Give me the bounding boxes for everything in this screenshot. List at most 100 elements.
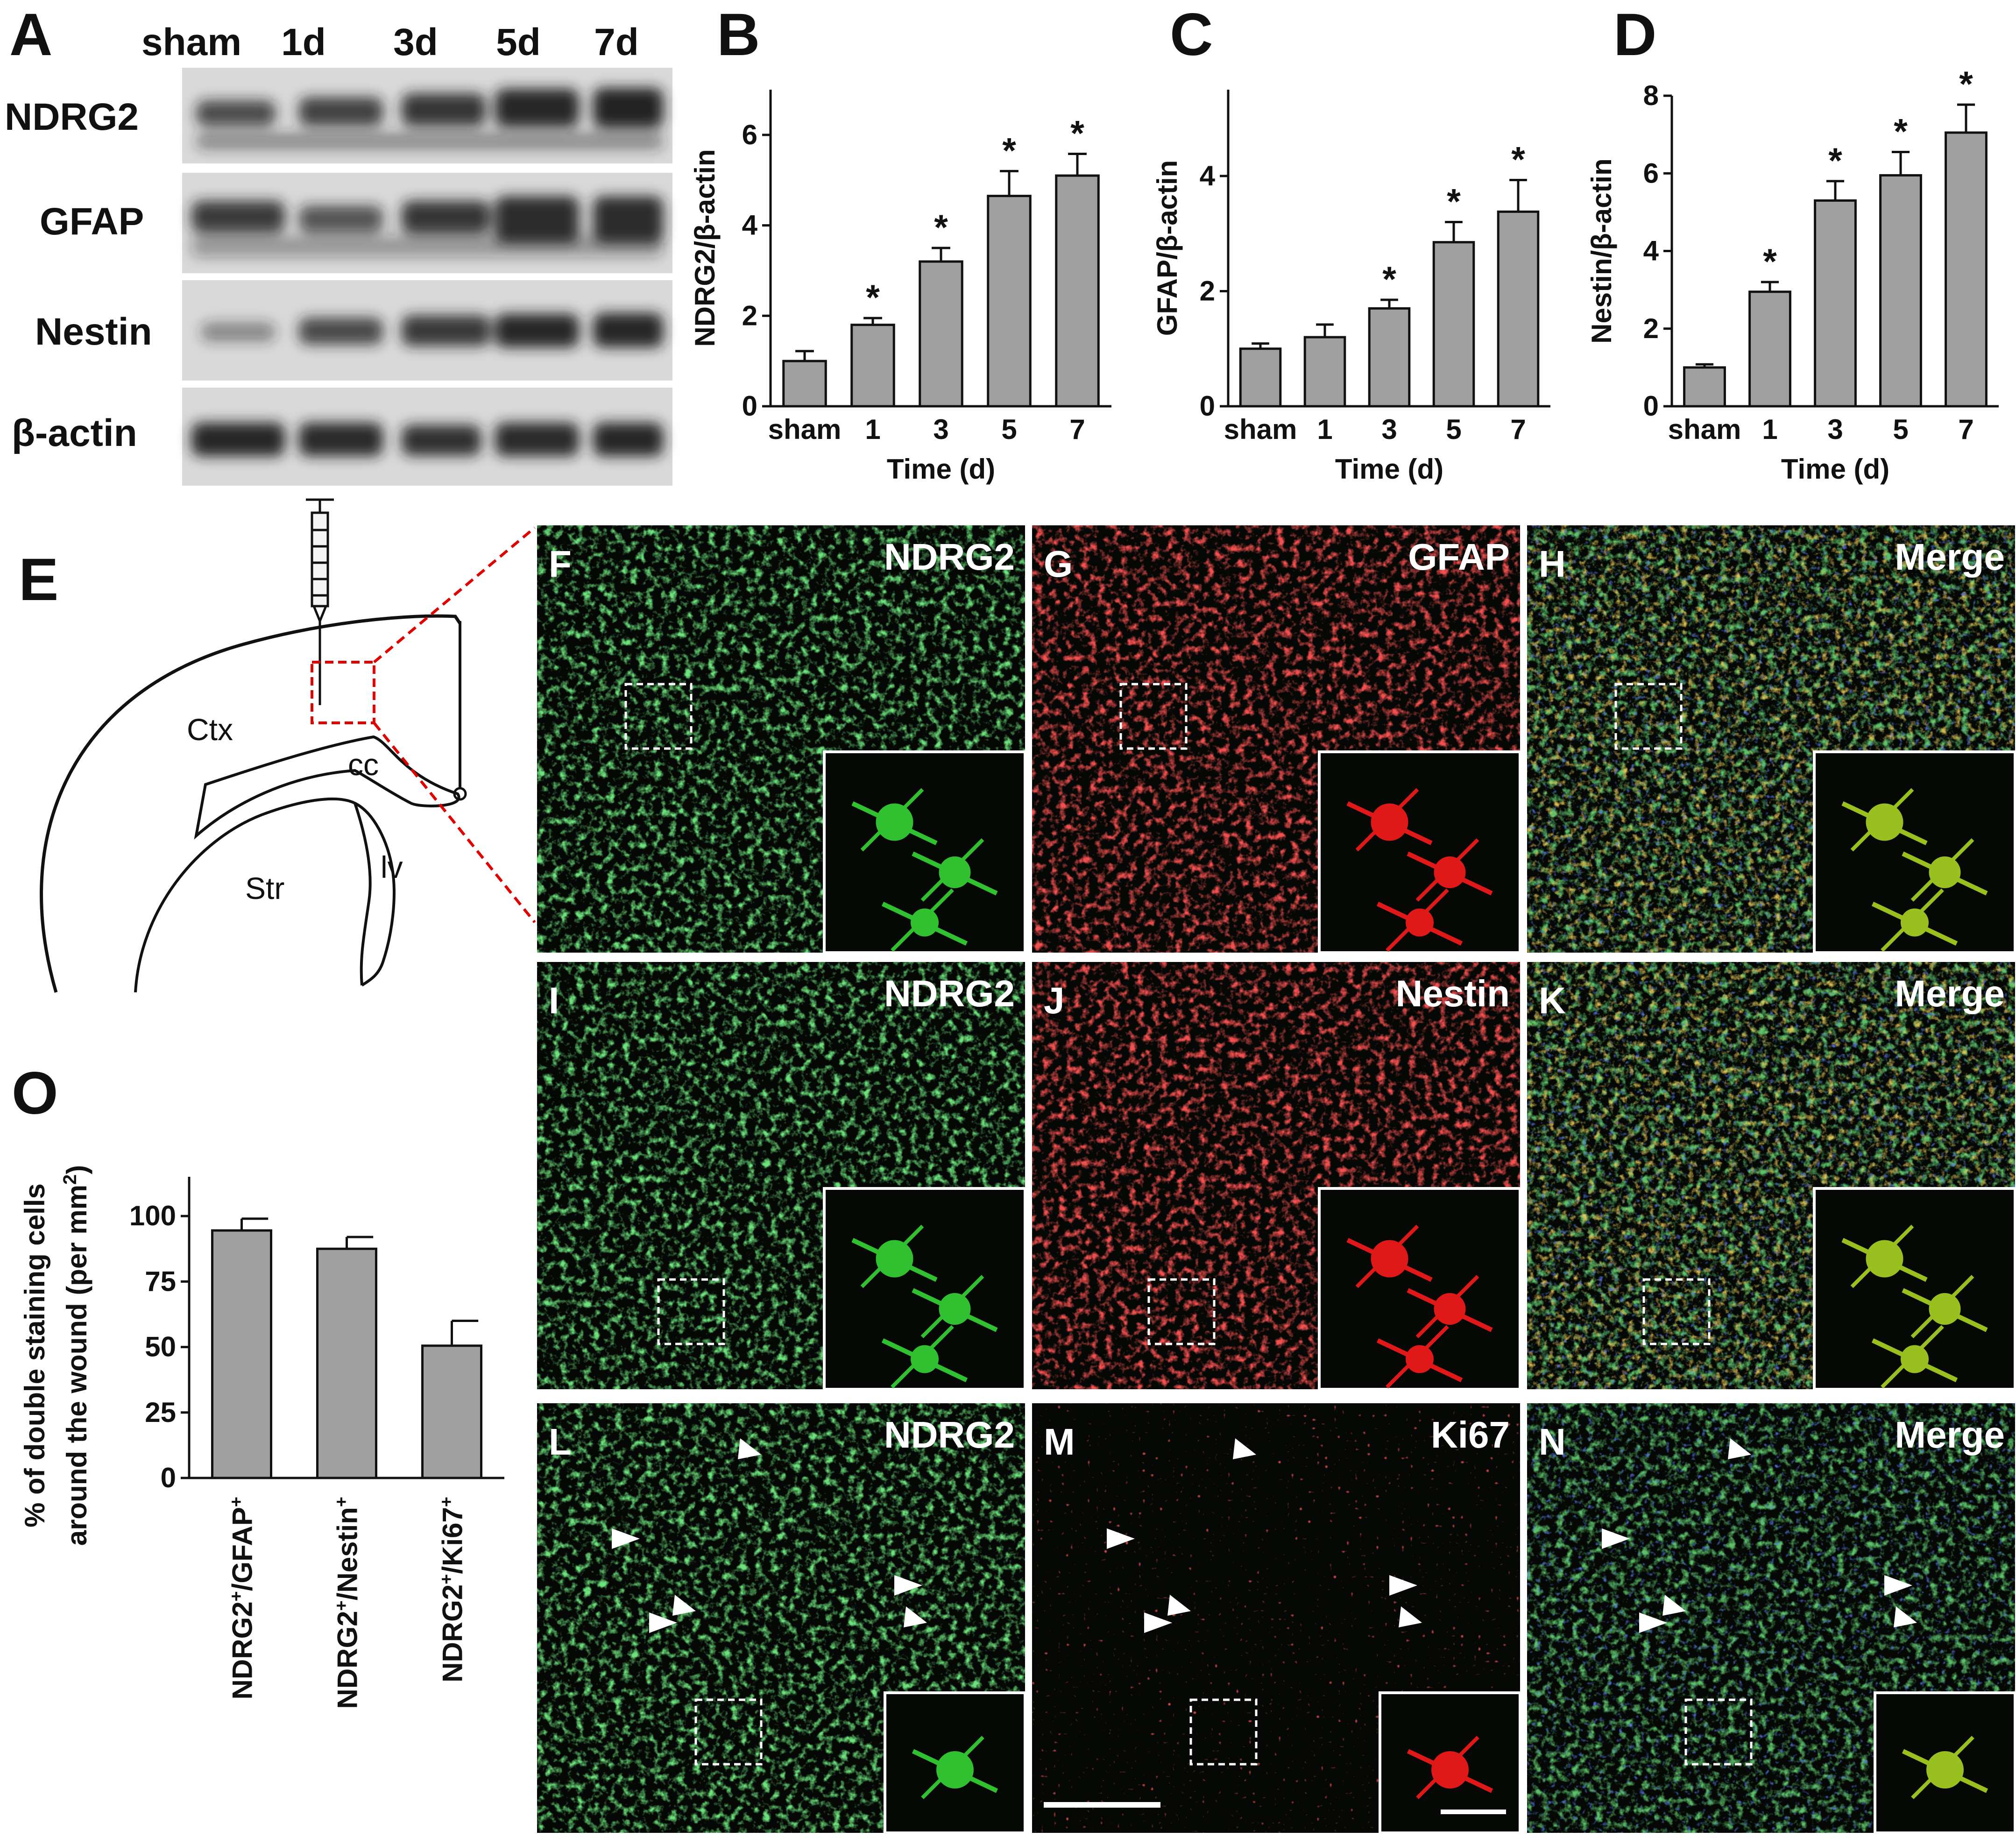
y-tick-label: 6 [1643, 157, 1659, 189]
arrowhead-icon [894, 1575, 922, 1596]
bar-5 [1432, 241, 1475, 408]
x-category-label: NDRG2+/Nestin+ [332, 1497, 363, 1709]
bar-1 [1303, 336, 1346, 408]
significance-marker: * [1763, 242, 1777, 282]
roi-box [657, 1278, 725, 1345]
lane-label-7d: 7d [594, 21, 639, 64]
cell-process [1881, 1325, 1944, 1389]
blot-strip-nestin [182, 280, 672, 381]
cell-process [1902, 851, 1988, 896]
bar-double-staining [421, 1344, 482, 1479]
x-tick-label: 7 [1069, 414, 1085, 445]
panel-letter-m: M [1044, 1421, 1075, 1463]
arrowhead-icon [1884, 1575, 1912, 1596]
blot-row-label-gfap: GFAP [40, 200, 144, 243]
roi-box [694, 1698, 763, 1766]
arrowhead-icon [672, 1595, 696, 1616]
micrograph-panel-h: H Merge [1527, 525, 2016, 954]
y-tick-label: 50 [145, 1331, 176, 1363]
lane-label-sham: sham [141, 21, 241, 64]
bar-5 [987, 195, 1032, 408]
panel-letter-o: O [12, 1060, 58, 1127]
cell-process [1850, 788, 1914, 852]
blot-row-label-beta-actin: β-actin [12, 412, 137, 454]
channel-label: Merge [1895, 536, 2005, 578]
x-category-label: NDRG2+/GFAP+ [227, 1497, 258, 1699]
micrograph-panel-i: I NDRG2 [537, 962, 1026, 1391]
x-axis-title: Time (d) [887, 453, 995, 485]
x-tick-label: sham [768, 414, 842, 445]
x-tick-label: 3 [1827, 414, 1843, 445]
significance-marker: * [1002, 131, 1016, 170]
cell-process [1841, 801, 1928, 846]
arrowhead-icon [1602, 1528, 1630, 1549]
panel-d-nestin-chart: D 0 2 4 6 8 sham 1 * 3 * 5 * 7 * Time (d) Nestin/β-acti… [1586, 1, 1999, 485]
x-tick-label: 5 [1446, 414, 1461, 445]
lane-label-5d: 5d [496, 21, 541, 64]
bar-double-staining [211, 1229, 272, 1479]
y-tick-label: 0 [1200, 390, 1215, 422]
channel-label: Ki67 [1431, 1414, 1510, 1456]
cell-process [1871, 901, 1958, 946]
cell-process [1910, 1275, 1974, 1338]
significance-marker: * [1511, 140, 1525, 180]
micrograph-panel-m: M Ki67 [1032, 1403, 1521, 1834]
arrowhead-icon [1389, 1575, 1417, 1596]
significance-marker: * [1447, 182, 1461, 222]
cell-process [1902, 1288, 1988, 1332]
significance-marker: * [1959, 64, 1973, 104]
x-tick-label: 7 [1958, 414, 1974, 445]
blot-strip-beta-actin [182, 388, 672, 486]
channel-label: NDRG2 [884, 1414, 1015, 1456]
cell-process [1841, 1237, 1928, 1282]
panel-letter-n: N [1539, 1421, 1566, 1463]
arrowhead-icon [1233, 1438, 1256, 1459]
channel-label: GFAP [1408, 536, 1510, 578]
y-axis-title-line2: around the wound (per mm2) [60, 1165, 92, 1546]
panel-letter-f: F [549, 543, 572, 585]
cell-process [860, 788, 924, 852]
x-tick-label: sham [1224, 414, 1297, 445]
cell-process [1376, 901, 1463, 946]
roi-box [1614, 683, 1683, 750]
arrowhead-icon [1399, 1606, 1422, 1627]
bar-7 [1055, 174, 1100, 408]
panel-letter-h: H [1539, 543, 1566, 585]
y-tick-label: 4 [1200, 160, 1216, 191]
injection-site-box [311, 661, 375, 724]
panel-letter-j: J [1044, 980, 1065, 1021]
cell-process [1355, 1224, 1419, 1288]
blot-row-label-nestin: Nestin [35, 311, 152, 353]
panel-letter-l: L [549, 1421, 572, 1463]
cell-process [851, 1237, 938, 1282]
bar-sham [1683, 366, 1726, 408]
bar-7 [1945, 131, 1988, 408]
panel-letter-g: G [1044, 543, 1073, 585]
micrograph-panel-l: L NDRG2 [537, 1403, 1026, 1834]
roi-box [1642, 1278, 1711, 1345]
cell-process [1346, 801, 1433, 846]
y-tick-label: 0 [742, 390, 757, 422]
cell-process [1376, 1338, 1463, 1383]
channel-label: Nestin [1396, 973, 1510, 1014]
panel-letter-e: E [19, 546, 58, 613]
cell-process [920, 1275, 984, 1338]
arrowhead-icon [738, 1438, 761, 1459]
syringe-icon [306, 498, 334, 705]
y-tick-label: 6 [742, 119, 757, 150]
cell-process [891, 1325, 954, 1389]
channel-label: NDRG2 [884, 973, 1015, 1014]
bar-7 [1497, 210, 1540, 408]
cell-process [1407, 1288, 1493, 1332]
arrowhead-icon [1107, 1528, 1135, 1549]
x-tick-label: sham [1668, 414, 1741, 445]
x-tick-label: 1 [1762, 414, 1777, 445]
region-label-lv: lv [381, 850, 403, 884]
x-axis-title: Time (d) [1335, 453, 1443, 485]
cell-process [912, 1749, 998, 1793]
significance-marker: * [1070, 114, 1084, 154]
panel-b-ndrg2-chart: B 0 2 4 6 sham 1 * 3 * 5 * 7 * Time (d) NDRG2/β-actin [689, 1, 1111, 485]
cell-process [881, 1338, 968, 1383]
significance-marker: * [1894, 112, 1908, 152]
blot-strip-gfap [182, 173, 672, 273]
